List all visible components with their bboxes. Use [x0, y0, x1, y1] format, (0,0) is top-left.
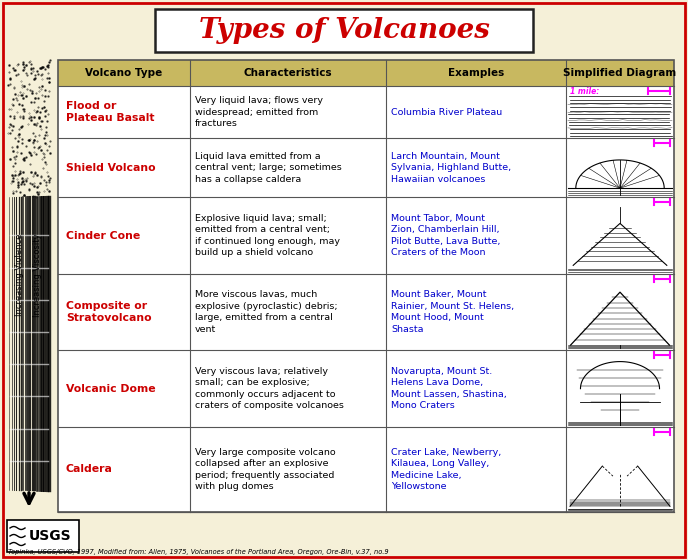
Bar	[58, 60, 674, 512]
Bar	[58, 60, 674, 86]
Bar	[58, 197, 674, 274]
Bar	[58, 86, 674, 138]
Bar	[155, 9, 533, 52]
Text: Very viscous lava; relatively
small; can be explosive;
commonly occurs adjacent : Very viscous lava; relatively small; can…	[195, 367, 344, 410]
Text: Flood or
Plateau Basalt: Flood or Plateau Basalt	[66, 101, 155, 123]
Text: Examples: Examples	[448, 68, 504, 78]
Text: Volcano Type: Volcano Type	[85, 68, 162, 78]
Text: Explosive liquid lava; small;
emitted from a central vent;
if continued long eno: Explosive liquid lava; small; emitted fr…	[195, 214, 340, 257]
Text: Caldera: Caldera	[66, 464, 113, 474]
Text: Characteristics: Characteristics	[244, 68, 332, 78]
Text: 1 mile:: 1 mile:	[570, 86, 599, 96]
Text: Types of Volcanoes: Types of Volcanoes	[199, 17, 489, 44]
Text: Increasing Viscosity: Increasing Viscosity	[34, 234, 43, 317]
Bar	[7, 520, 79, 552]
Text: Volcanic Dome: Volcanic Dome	[66, 384, 155, 394]
Text: More viscous lavas, much
explosive (pyroclastic) debris;
large, emitted from a c: More viscous lavas, much explosive (pyro…	[195, 291, 338, 334]
Bar	[58, 351, 674, 427]
Bar	[58, 274, 674, 351]
Text: Very large composite volcano
collapsed after an explosive
period; frequently ass: Very large composite volcano collapsed a…	[195, 448, 336, 491]
Text: Columbia River Plateau: Columbia River Plateau	[391, 108, 502, 116]
Text: USGS: USGS	[29, 529, 72, 543]
Text: Mount Baker, Mount
Rainier, Mount St. Helens,
Mount Hood, Mount
Shasta: Mount Baker, Mount Rainier, Mount St. He…	[391, 291, 514, 334]
Bar	[58, 427, 674, 512]
Text: Liquid lava emitted from a
central vent; large; sometimes
has a collapse caldera: Liquid lava emitted from a central vent;…	[195, 152, 342, 184]
Text: Larch Mountain, Mount
Sylvania, Highland Butte,
Hawaiian volcanoes: Larch Mountain, Mount Sylvania, Highland…	[391, 152, 511, 184]
Text: Novarupta, Mount St.
Helens Lava Dome,
Mount Lassen, Shastina,
Mono Craters: Novarupta, Mount St. Helens Lava Dome, M…	[391, 367, 507, 410]
Text: Cinder Cone: Cinder Cone	[66, 231, 140, 241]
Text: Shield Volcano: Shield Volcano	[66, 163, 155, 172]
Bar	[58, 138, 674, 197]
Text: Topinka, USGS/CVO, 1997, Modified from: Allen, 1975, Volcanoes of the Portland A: Topinka, USGS/CVO, 1997, Modified from: …	[8, 549, 389, 555]
Text: Simplified Diagram: Simplified Diagram	[563, 68, 676, 78]
Text: Very liquid lava; flows very
widespread; emitted from
fractures: Very liquid lava; flows very widespread;…	[195, 96, 323, 128]
Text: Increasing Violence: Increasing Violence	[16, 234, 25, 316]
Text: Crater Lake, Newberry,
Kilauea, Long Valley,
Medicine Lake,
Yellowstone: Crater Lake, Newberry, Kilauea, Long Val…	[391, 448, 502, 491]
Text: Mount Tabor, Mount
Zion, Chamberlain Hill,
Pilot Butte, Lava Butte,
Craters of t: Mount Tabor, Mount Zion, Chamberlain Hil…	[391, 214, 500, 257]
Text: Composite or
Stratovolcano: Composite or Stratovolcano	[66, 301, 151, 323]
